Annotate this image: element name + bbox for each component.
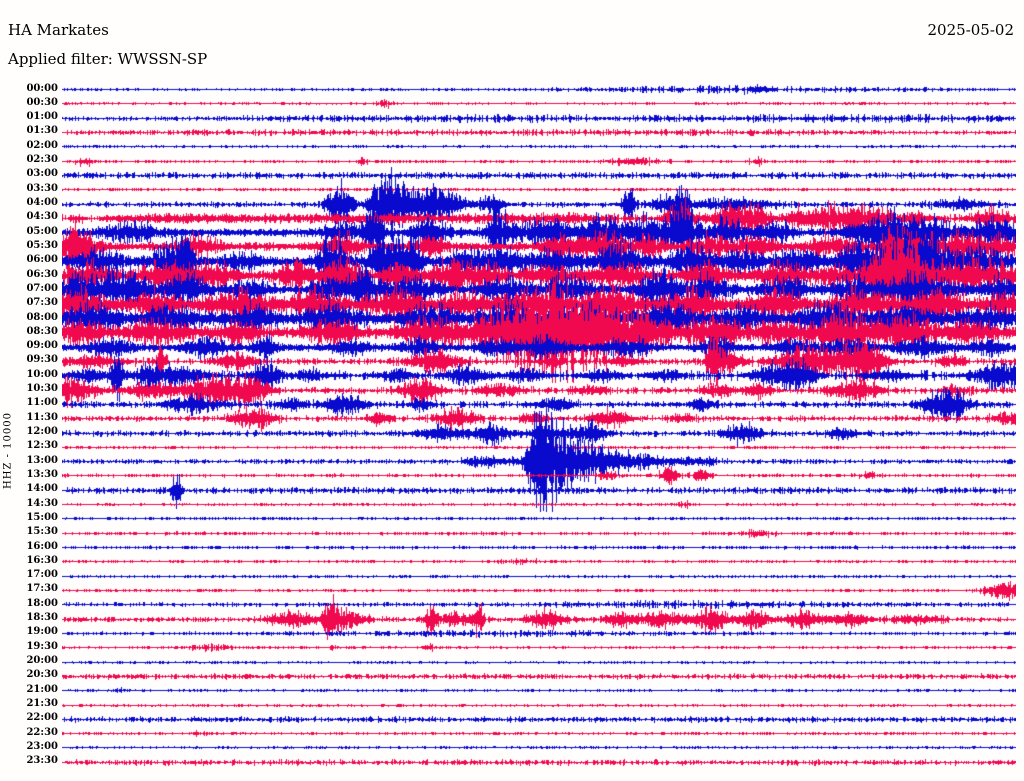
time-label: 18:00 (26, 597, 58, 609)
time-label: 15:00 (26, 511, 58, 523)
time-label: 06:00 (26, 254, 58, 266)
time-label: 13:00 (26, 454, 58, 466)
plot-date: 2025-05-02 (927, 21, 1014, 39)
time-label: 12:30 (26, 440, 58, 452)
time-label: 09:30 (26, 354, 58, 366)
time-label: 06:30 (26, 268, 58, 280)
time-label: 16:30 (26, 554, 58, 566)
time-label: 10:00 (26, 368, 58, 380)
time-label: 00:00 (26, 82, 58, 94)
time-label: 04:00 (26, 197, 58, 208)
time-label: 19:00 (26, 626, 58, 638)
time-label: 22:00 (26, 712, 58, 724)
time-label: 08:30 (26, 325, 58, 337)
time-label: 03:00 (26, 168, 58, 180)
time-label: 11:00 (26, 397, 58, 409)
time-label: 14:00 (26, 483, 58, 495)
time-label: 11:30 (26, 411, 58, 423)
time-label: 00:30 (26, 96, 58, 108)
time-label: 07:00 (26, 282, 58, 294)
time-label: 01:00 (26, 111, 58, 123)
time-label: 05:00 (26, 225, 58, 237)
time-label: 01:30 (26, 125, 58, 137)
seismogram-canvas (62, 75, 1016, 781)
time-label: 02:00 (26, 139, 58, 151)
time-label: 14:30 (26, 497, 58, 509)
time-label: 16:00 (26, 540, 58, 552)
time-label: 18:30 (26, 612, 58, 624)
time-axis: 00:00 00:30 01:00 01:30 02:00 02:30 03:00 03:30… (0, 0, 58, 780)
time-label: 21:30 (26, 698, 58, 709)
time-label: 05:30 (26, 239, 58, 251)
time-label: 12:00 (26, 426, 58, 438)
time-label: 13:30 (26, 468, 58, 480)
time-label: 22:30 (26, 726, 58, 738)
time-label: 04:30 (26, 211, 58, 223)
time-label: 20:30 (26, 669, 58, 681)
time-label: 23:00 (26, 740, 58, 752)
time-label: 23:30 (26, 755, 58, 767)
time-label: 15:30 (26, 526, 58, 538)
time-label: 20:00 (26, 655, 58, 667)
time-label: 03:30 (26, 182, 58, 194)
filter-label: Applied filter: WWSSN-SP (8, 50, 208, 68)
time-label: 10:30 (26, 383, 58, 395)
time-label: 19:30 (26, 640, 58, 652)
time-label: 17:00 (26, 569, 58, 581)
time-label: 17:30 (26, 583, 58, 595)
time-label: 21:00 (26, 683, 58, 695)
station-title: HA Markates (8, 21, 109, 39)
time-label: 08:00 (26, 311, 58, 323)
time-label: 09:00 (26, 340, 58, 352)
time-label: 02:30 (26, 154, 58, 166)
time-label: 07:30 (26, 297, 58, 309)
